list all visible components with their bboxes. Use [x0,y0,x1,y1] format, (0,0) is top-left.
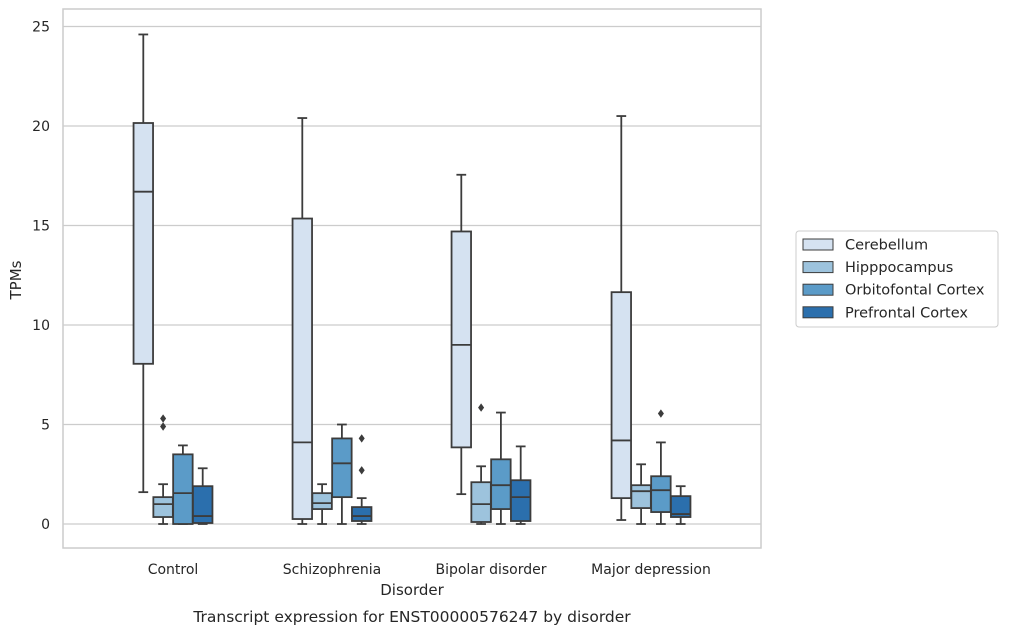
y-tick-label: 5 [41,418,50,434]
box-body [132,122,154,365]
box-2-4 [630,463,652,525]
y-tick-label: 25 [32,20,50,36]
box-body [152,496,174,518]
x-axis-title: Disorder [380,581,444,599]
y-axis-title: TPMs [7,260,25,300]
box-body [650,475,672,513]
box-4-2 [351,434,373,525]
box-1-3 [450,173,472,496]
legend-swatch [802,261,834,274]
box-1-4 [610,115,632,521]
x-tick-label: Schizophrenia [283,562,381,578]
box-body [670,495,692,518]
box-2-2 [311,483,333,525]
box-body [610,291,632,500]
box-2-3 [470,403,492,525]
x-tick-label: Bipolar disorder [435,562,546,578]
legend-label: Cerebellum [845,238,928,254]
x-tick-label: Control [148,562,199,578]
y-tick-label: 20 [32,119,50,135]
box-1-2 [291,117,313,525]
plot-frame [62,8,762,549]
box-body [490,458,512,510]
box-body [450,230,472,449]
box-body [331,437,353,499]
box-2-1 [152,414,174,525]
box-body [311,492,333,510]
legend-label: Hipppocampus [845,260,953,276]
box-body [630,484,652,509]
chart-caption: Transcript expression for ENST0000057624… [192,608,631,626]
x-tick-label: Major depression [591,562,711,578]
box-3-4 [650,409,672,525]
box-body [510,479,532,522]
outlier-point [358,466,365,475]
y-tick-label: 0 [41,517,50,533]
x-axis-ticks: Control Schizophrenia Bipolar disorder Majo… [148,562,711,578]
box-body [172,453,194,525]
outlier-point [160,422,167,431]
legend-label: Prefrontal Cortex [845,305,968,321]
outlier-point [657,409,664,418]
box-3-2 [331,423,353,525]
boxes [132,33,692,525]
y-tick-label: 10 [32,318,50,334]
legend: Cerebellum Hipppocampus Orbitofontal Corte… [795,230,999,328]
legend-frame [795,230,999,328]
box-4-1 [192,467,214,525]
box-body [470,481,492,523]
outlier-point [478,403,485,412]
box-body [291,217,313,520]
box-body [192,485,214,524]
legend-swatch [802,238,834,251]
box-1-1 [132,33,154,494]
box-4-3 [510,445,532,525]
box-4-4 [670,485,692,525]
box-3-3 [490,411,512,525]
legend-swatch [802,283,834,296]
y-axis-ticks: 0 5 10 15 20 25 [32,20,50,534]
y-tick-label: 15 [32,219,50,235]
outlier-point [160,414,167,423]
legend-swatch [802,306,834,319]
box-3-1 [172,444,194,525]
outlier-point [358,434,365,443]
legend-label: Orbitofontal Cortex [845,283,985,299]
grid [63,25,761,525]
box-body [351,506,373,522]
